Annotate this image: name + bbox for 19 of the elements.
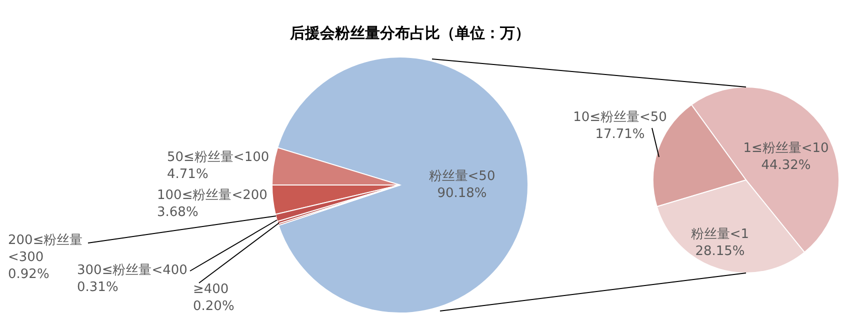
- slice-label: 300≤粉丝量<400: [77, 263, 188, 278]
- slice-label: 粉丝量<1: [690, 227, 750, 242]
- data-label: 0.31%: [77, 280, 118, 295]
- slice-label: ≥400: [193, 282, 229, 297]
- slice-label: 200≤粉丝量<300: [8, 233, 83, 265]
- data-label: 17.71%: [595, 127, 645, 142]
- data-label: 0.20%: [193, 299, 234, 314]
- data-label: 4.71%: [167, 167, 208, 182]
- slice-label: 50≤粉丝量<100: [167, 150, 270, 165]
- data-label: 28.15%: [695, 244, 745, 259]
- data-label: 0.92%: [8, 267, 50, 282]
- slice-label: 1≤粉丝量<10: [743, 141, 829, 156]
- slice-label: 100≤粉丝量<200: [157, 188, 268, 203]
- data-label: 44.32%: [761, 158, 811, 173]
- data-label: 3.68%: [157, 205, 198, 220]
- slice-label: 粉丝量<50: [428, 169, 496, 184]
- slice-label: 10≤粉丝量<50: [573, 110, 667, 125]
- chart-title: 后援会粉丝量分布占比（单位：万）: [289, 24, 530, 42]
- data-label: 90.18%: [437, 186, 487, 201]
